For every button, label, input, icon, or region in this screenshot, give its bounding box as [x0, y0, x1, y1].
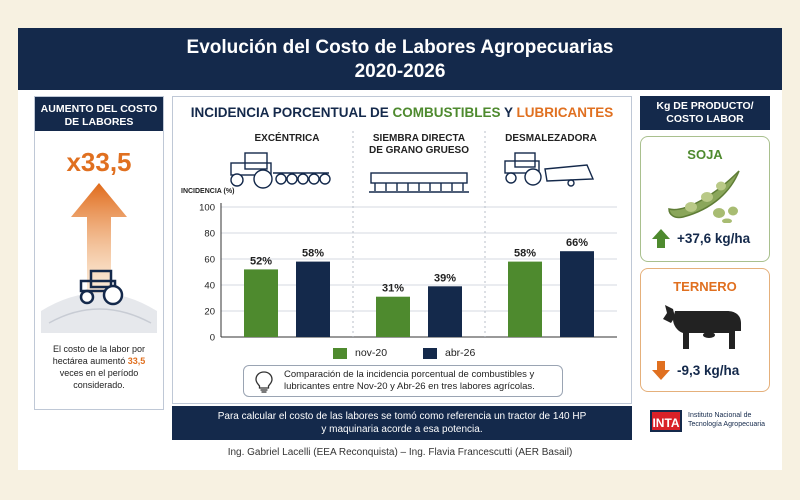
y-tick-label: 40 — [204, 281, 215, 292]
bar-abr-26 — [296, 261, 330, 337]
methodology-line1: Para calcular el costo de las labores se… — [217, 411, 587, 422]
legend-label-abr-26: abr-26 — [445, 347, 476, 359]
hill-icon — [41, 293, 157, 333]
y-tick-label: 20 — [204, 307, 215, 318]
inta-logo: INTA — [650, 410, 682, 432]
info-text: Comparación de la incidencia porcentual … — [284, 369, 535, 392]
increase-note-highlight: 33,5 — [127, 356, 146, 366]
down-arrow-icon — [652, 361, 670, 380]
legend-item-abr-26: abr-26 — [423, 347, 475, 359]
y-tick-label: 60 — [204, 255, 215, 266]
increase-panel-title: AUMENTO DEL COSTO DE LABORES — [35, 97, 163, 131]
chart-title: INCIDENCIA PORCENTUAL DE COMBUSTIBLES Y … — [173, 105, 631, 120]
bar-value-label: 58% — [302, 248, 324, 260]
y-axis-label: INCIDENCIA (%) — [181, 188, 234, 195]
bar-value-label: 66% — [566, 237, 588, 249]
chart-title-and: Y — [500, 105, 517, 120]
bar-value-label: 52% — [250, 255, 272, 267]
bar-value-label: 39% — [434, 272, 456, 284]
bar-value-label: 31% — [382, 283, 404, 295]
ternero-card: TERNERO -9,3 kg/ha — [640, 268, 770, 392]
bar-nov-20 — [376, 296, 410, 337]
inta-name-line1: Instituto Nacional de — [688, 412, 752, 419]
legend-swatch-abr-26 — [423, 347, 437, 359]
up-arrow-icon — [71, 183, 127, 295]
ternero-label: TERNERO — [673, 279, 737, 294]
inta-name-line2: Tecnología Agropecuaria — [688, 421, 766, 428]
tractor-icon — [79, 269, 124, 306]
inta-logo-block: INTA Instituto Nacional de Tecnología Ag… — [650, 408, 780, 438]
chart-title-fuel: COMBUSTIBLES — [392, 105, 501, 120]
product-cost-title: Kg DE PRODUCTO/ COSTO LABOR — [640, 96, 770, 130]
machinery-icon — [230, 152, 331, 189]
category-label: SIEMBRA DIRECTA — [373, 133, 465, 144]
increase-note-text: El costo de la labor por hectárea aument… — [52, 344, 146, 366]
increase-note: El costo de la labor por hectárea aument… — [41, 343, 157, 391]
bar-value-label: 58% — [514, 248, 536, 260]
soybean-pod-icon — [668, 170, 740, 223]
legend-swatch-nov-20 — [333, 347, 347, 359]
category-label: DESMALEZADORA — [505, 133, 597, 144]
chart-panel: INCIDENCIA PORCENTUAL DE COMBUSTIBLES Y … — [172, 96, 632, 404]
soja-label: SOJA — [687, 147, 723, 162]
y-tick-label: 80 — [204, 229, 215, 240]
up-arrow-icon — [652, 229, 670, 248]
increase-illustration — [41, 183, 157, 333]
legend-label-nov-20: nov-20 — [355, 347, 388, 359]
soja-card: SOJA +37,6 kg/ha — [640, 136, 770, 262]
increase-multiplier: x33,5 — [66, 147, 132, 177]
bar-chart: INCIDENCIA (%) 0 20 40 60 80 100 EXCÉNTRICA 52% 5… — [181, 131, 617, 344]
ternero-value: -9,3 kg/ha — [677, 363, 740, 378]
header-banner: Evolución del Costo de Labores Agropecua… — [18, 28, 782, 90]
machinery-icon — [504, 152, 595, 187]
page-subtitle-years: 2020-2026 — [354, 61, 446, 82]
methodology-note: Para calcular el costo de las labores se… — [172, 406, 632, 440]
cow-icon — [663, 305, 741, 349]
bar-nov-20 — [508, 261, 542, 337]
category-label: EXCÉNTRICA — [254, 131, 319, 144]
chart-legend: nov-20 abr-26 — [173, 347, 631, 361]
legend-item-nov-20: nov-20 — [333, 347, 387, 359]
y-tick-label: 100 — [199, 203, 215, 214]
bar-abr-26 — [428, 286, 462, 337]
credits: Ing. Gabriel Lacelli (EEA Reconquista) –… — [227, 447, 573, 458]
machinery-icon — [369, 172, 469, 193]
chart-title-part1: INCIDENCIA PORCENTUAL DE — [190, 105, 393, 120]
y-tick-label: 0 — [210, 333, 215, 344]
category-label: DE GRANO GRUESO — [369, 145, 469, 156]
inta-name: Instituto Nacional de Tecnología Agropec… — [688, 411, 783, 429]
labor-cost-increase-panel: AUMENTO DEL COSTO DE LABORES x33,5 El co… — [34, 96, 164, 410]
chart-title-lubricants: LUBRICANTES — [516, 105, 614, 120]
bar-abr-26 — [560, 251, 594, 337]
methodology-line2: y maquinaria acorde a esa potencia. — [321, 424, 483, 435]
page-title: Evolución del Costo de Labores Agropecua… — [186, 37, 614, 58]
soja-value: +37,6 kg/ha — [677, 231, 751, 246]
bar-nov-20 — [244, 269, 278, 337]
lightbulb-icon — [255, 371, 273, 393]
info-box: Comparación de la incidencia porcentual … — [243, 365, 563, 397]
increase-note-text-end: veces en el período considerado. — [59, 368, 139, 390]
